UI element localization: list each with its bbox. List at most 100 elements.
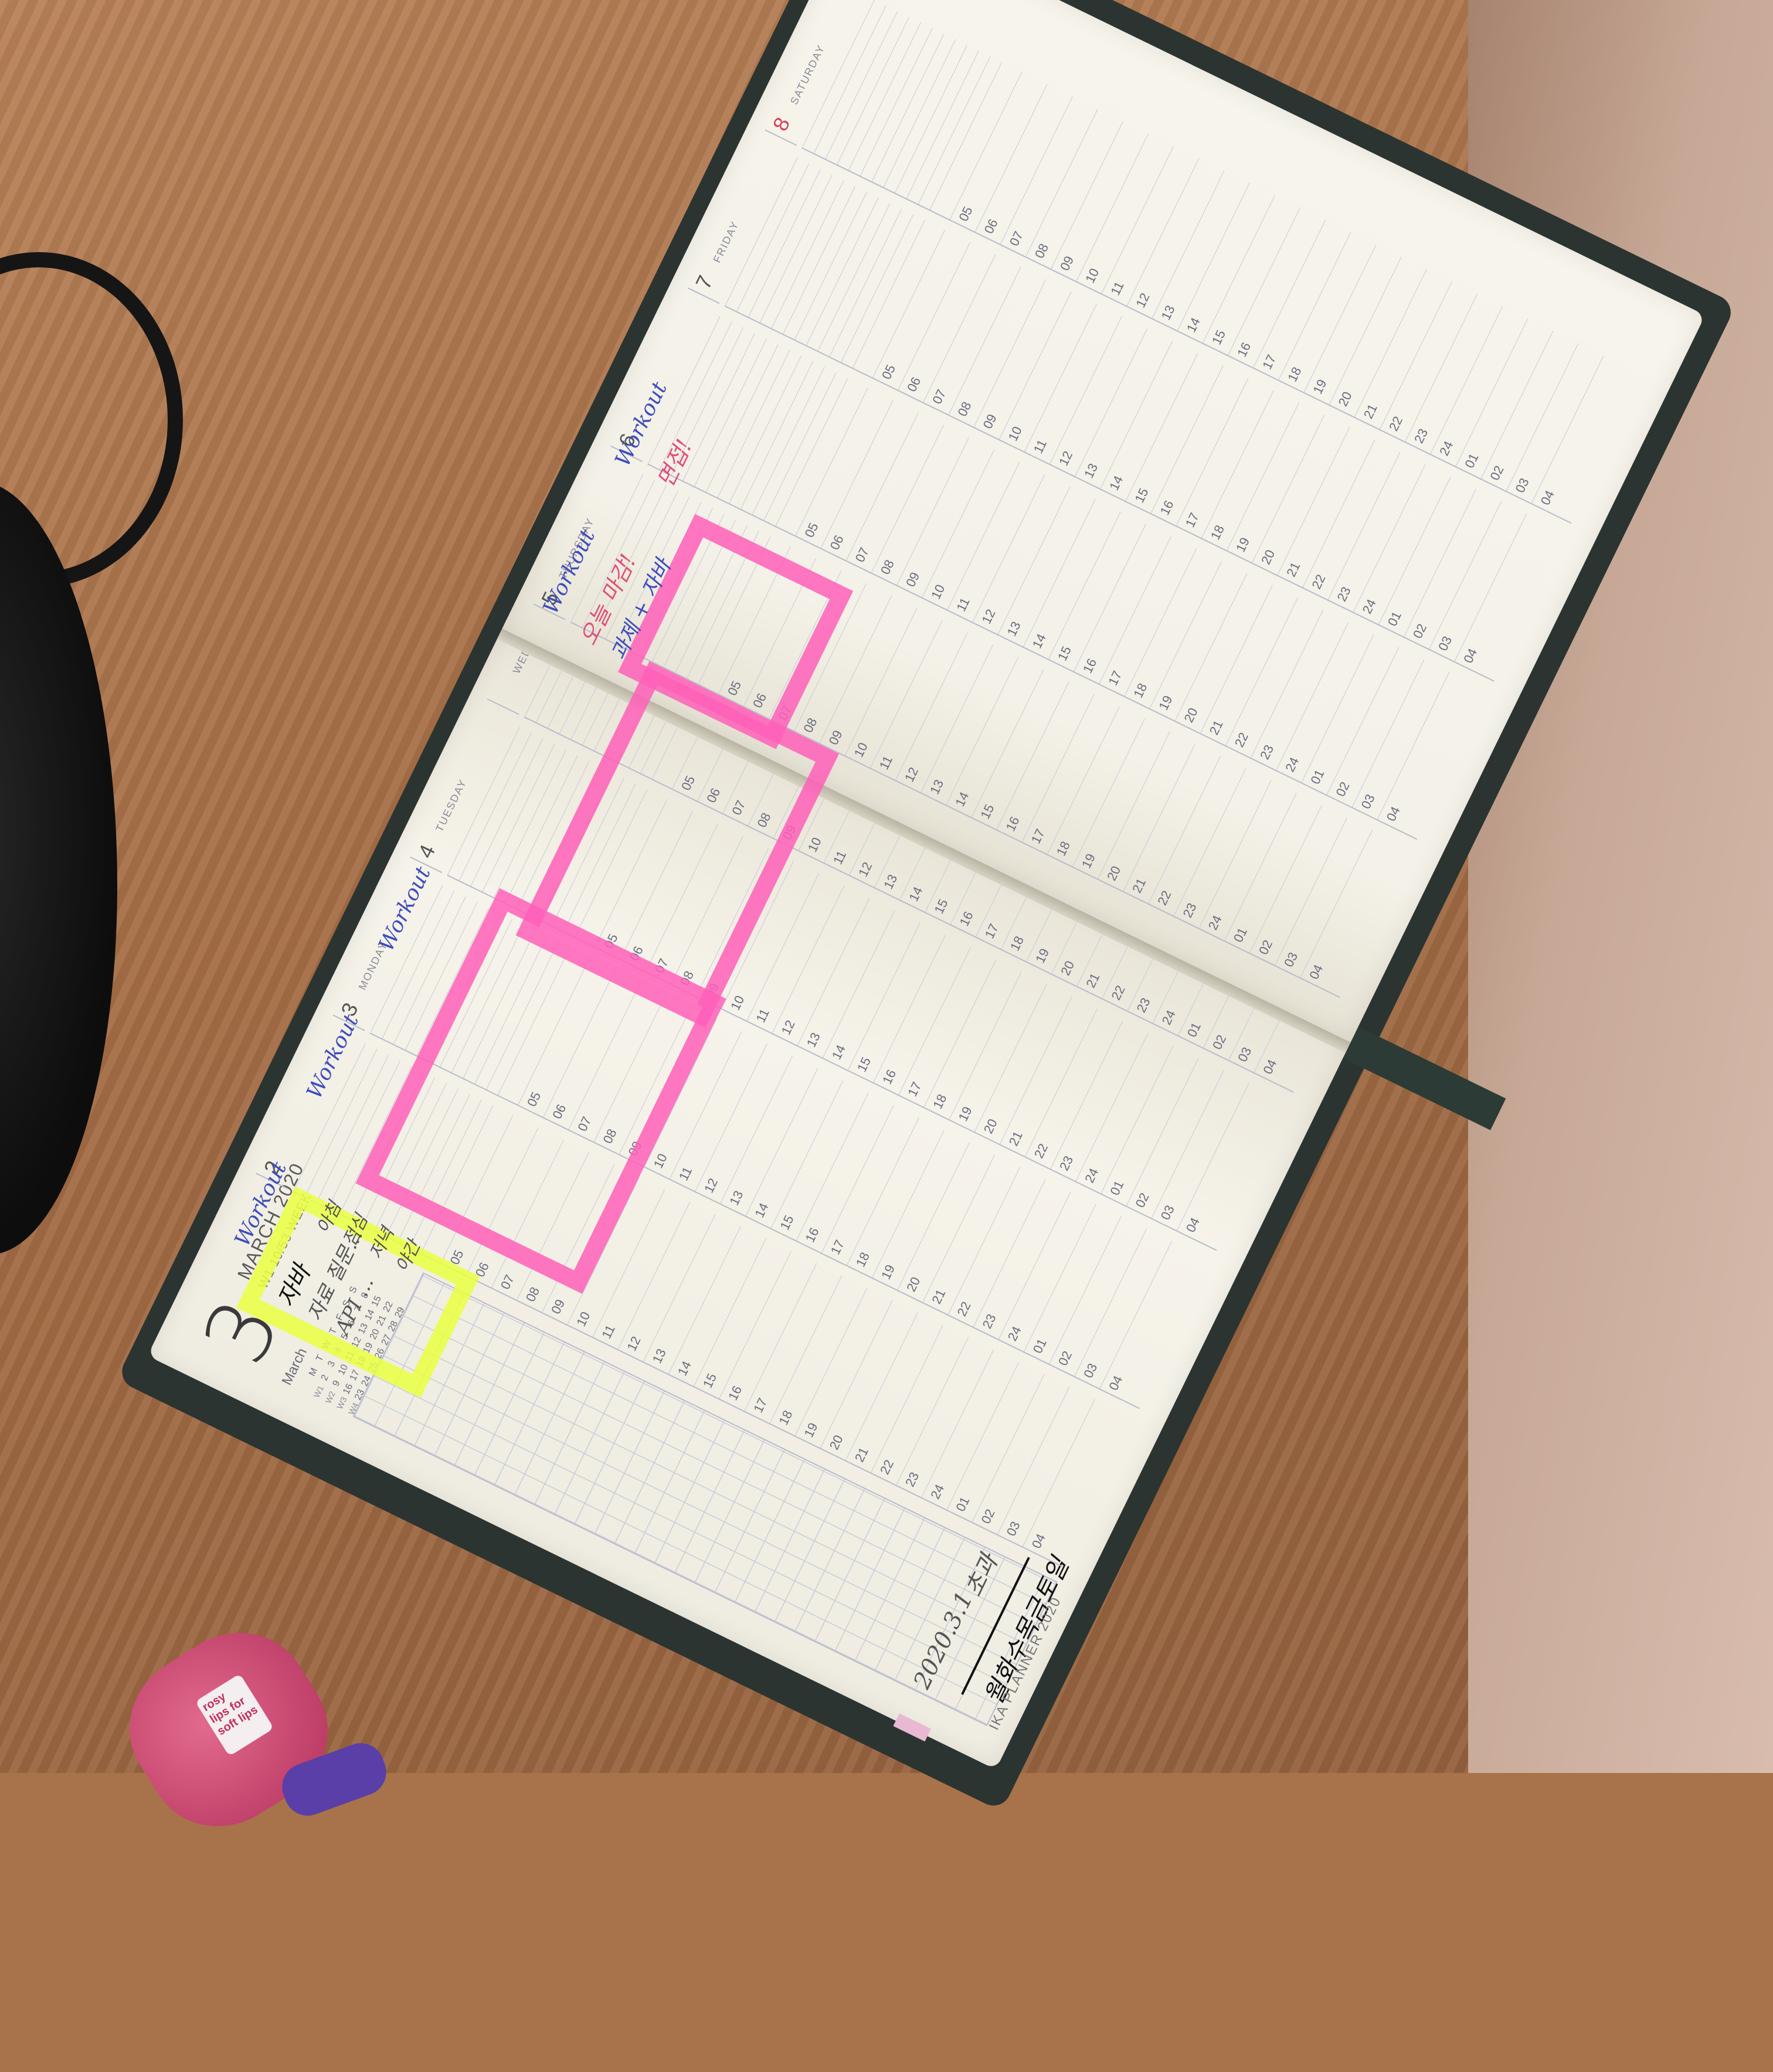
hour-label: 18 [1007,933,1027,953]
note-line [741,361,813,509]
hour-line [870,620,943,768]
hour-label: 01 [1384,609,1404,629]
hour-label: 15 [977,801,997,821]
hour-line [617,1201,691,1350]
hour-label: 10 [573,1309,593,1329]
hour-line [1353,464,1426,612]
hour-line [898,242,971,390]
hour-label: 21 [851,1445,871,1465]
hour-line [1228,207,1300,355]
hour-label: 23 [1133,995,1153,1015]
hour-line [844,607,918,756]
hour-label: 09 [980,412,1000,432]
hour-label: 01 [1307,767,1327,787]
hour-line [1101,145,1174,294]
hour-label: 03 [1435,633,1455,653]
day-number: 7 [691,271,718,293]
hour-label: 15 [1132,485,1152,505]
hour-line [769,1275,843,1424]
hour-label: 22 [877,1457,897,1477]
hour-label: 18 [930,1092,950,1112]
hour-line [847,1117,919,1266]
hour-line [1329,257,1402,405]
hour-label: 20 [826,1432,846,1452]
hour-label: 11 [753,1006,772,1025]
hour-line [973,1179,1046,1327]
hour-line [1301,634,1374,783]
hour-line [1126,158,1200,306]
hour-line [921,1349,994,1497]
hour-label: 12 [701,1176,721,1195]
hour-line [821,1105,894,1253]
hour-label: 05 [801,520,821,540]
note-line [763,372,837,521]
hour-line [1455,318,1529,467]
hour-line [1101,1045,1174,1194]
hour-line [947,461,1020,610]
hour-label: 21 [1006,1129,1025,1149]
hour-label: 16 [1003,814,1023,834]
hour-line [998,1191,1071,1340]
hour-label: 04 [1028,1531,1048,1551]
hour-label: 22 [1231,730,1252,750]
hour-label: 19 [1032,946,1052,966]
hour-line [1000,996,1072,1144]
hour-line [1049,316,1122,464]
hour-line [848,922,921,1071]
hour-label: 10 [851,740,871,760]
hour-line [1429,501,1502,650]
hour-label: 14 [1106,473,1126,493]
hour-line [1454,514,1527,662]
hour-label: 15 [854,1055,874,1075]
hour-label: 10 [1005,424,1025,444]
hour-label: 08 [955,399,974,419]
hour-line [1326,647,1400,795]
hour-line [1149,561,1222,709]
hour-label: 01 [953,1494,973,1514]
hour-label: 02 [1409,621,1430,641]
note-line [771,180,844,328]
hour-line [973,279,1047,427]
note-line [729,355,802,504]
hour-label: 11 [1108,279,1127,298]
hour-label: 02 [1132,1190,1152,1210]
hour-label: 11 [876,753,896,772]
hour-label: 18 [1130,681,1150,701]
hour-label: 22 [1154,888,1174,908]
hour-label: 03 [1157,1203,1177,1222]
hour-label: 16 [1079,656,1100,676]
hour-line [820,1300,893,1448]
hour-line [1023,499,1096,647]
hour-label: 14 [674,1358,694,1378]
hour-label: 01 [1230,925,1250,945]
hour-label: 20 [1335,389,1355,409]
hour-label: 20 [1104,863,1124,883]
hour-line [794,1288,868,1436]
hour-line [1126,1058,1199,1206]
hour-line [1148,756,1221,904]
day-number: 8 [767,113,795,135]
hour-line [1176,378,1249,526]
hour-line [1024,1204,1096,1352]
hour-label: 20 [1058,958,1078,978]
note-line [841,214,913,362]
hour-label: 20 [904,1274,923,1294]
hour-label: 07 [1006,229,1026,249]
hour-label: 13 [649,1346,669,1366]
hour-line [1072,718,1145,867]
hour-line [997,1386,1070,1535]
hour-line [896,1337,969,1485]
hour-line [1173,768,1246,916]
hour-line [896,437,969,585]
hour-label: 12 [979,606,998,626]
hour-line [1251,610,1323,758]
hour-line [1051,121,1123,269]
hour-label: 19 [1156,693,1176,713]
hour-line [1506,343,1579,491]
hour-label: 23 [1334,584,1354,604]
hour-label: 02 [1255,938,1276,957]
note-line [883,39,956,188]
hour-label: 24 [1359,596,1379,616]
hour-label: 20 [1258,547,1278,567]
hour-line [845,1312,918,1460]
